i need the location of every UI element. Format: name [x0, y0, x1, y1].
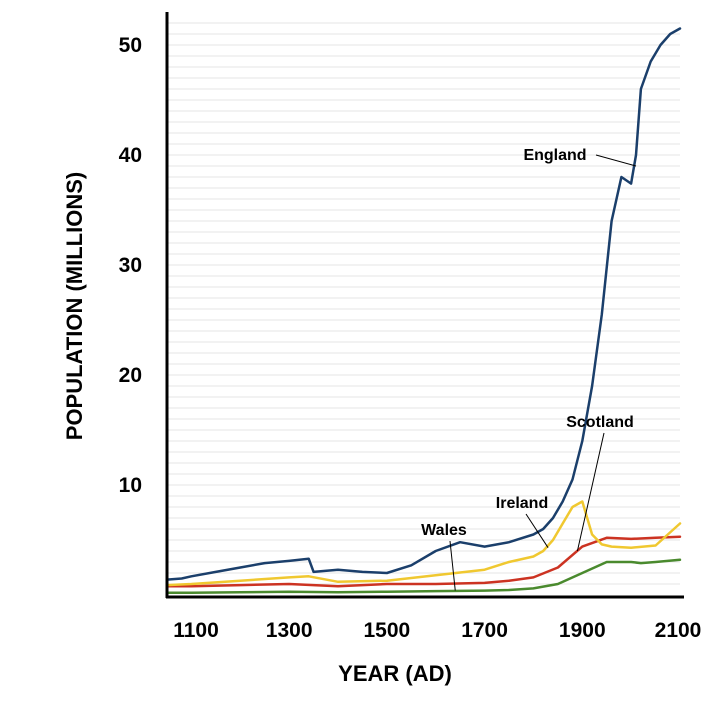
annotation-ireland: Ireland: [496, 495, 548, 512]
annotation-scotland: Scotland: [566, 414, 634, 431]
y-axis-title: POPULATION (MILLIONS): [62, 172, 87, 440]
x-axis-title: YEAR (AD): [338, 661, 452, 686]
x-tick-label: 2100: [655, 619, 702, 642]
y-tick-label: 10: [119, 474, 142, 497]
series-line-wales: [165, 558, 682, 595]
series-annotations: England Scotland Ireland Wales: [421, 147, 637, 591]
x-tick-label: 1700: [461, 619, 508, 642]
annotation-england: England: [523, 147, 586, 164]
tick-labels: 10 20 30 40 50 1100 1300 1500 1700 1900 2100: [119, 34, 702, 642]
series-line-ireland: [165, 500, 682, 587]
annotation-wales: Wales: [421, 522, 467, 539]
y-tick-label: 40: [119, 144, 142, 167]
x-tick-label: 1100: [173, 619, 219, 642]
annotation-leader-scotland: [576, 432, 605, 552]
y-tick-label: 30: [119, 254, 142, 277]
annotation-leader-england: [595, 154, 637, 167]
x-tick-label: 1500: [363, 619, 410, 642]
annotation-leader-ireland: [525, 513, 549, 548]
series-line-england: [165, 27, 682, 581]
annotation-leader-wales: [449, 540, 456, 591]
series-lines: [165, 27, 682, 595]
y-tick-label: 20: [119, 364, 142, 387]
x-tick-label: 1300: [266, 619, 313, 642]
axes: [165, 12, 684, 599]
gridlines: [168, 22, 680, 585]
y-tick-label: 50: [119, 34, 142, 57]
series-line-scotland: [165, 535, 682, 588]
x-tick-label: 1900: [559, 619, 606, 642]
